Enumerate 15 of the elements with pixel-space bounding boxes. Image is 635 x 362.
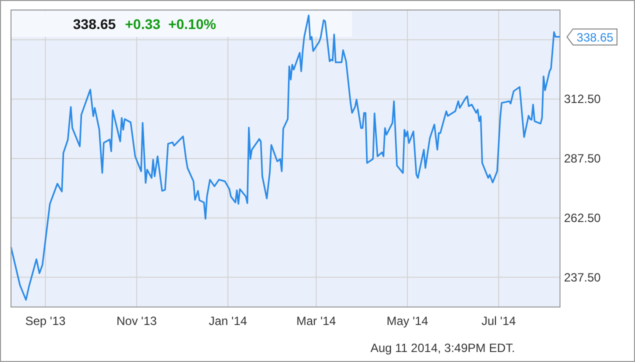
annotation: 338.65 (576, 30, 614, 44)
y-tick-label: 287.50 (564, 152, 602, 166)
y-tick-label: 262.50 (564, 210, 602, 225)
line-series (10, 14, 561, 301)
text: Aug 11 2014, 3:49PM EDT. (370, 341, 515, 355)
x-tick-label: Jan '14 (208, 314, 248, 328)
chart-title: 338.65 (73, 16, 116, 32)
x-tick-label: Mar '14 (296, 314, 336, 328)
x-tick-label: Nov '13 (116, 314, 158, 328)
x-tick-label: Jul '14 (482, 314, 516, 328)
chart-subtitle: +0.33 +0.10% (125, 16, 217, 32)
x-tick-label: Sep '13 (25, 314, 66, 328)
y-tick-label: 237.50 (564, 270, 602, 284)
x-tick-label: May '14 (386, 314, 429, 328)
y-tick-label: 312.50 (564, 92, 602, 106)
